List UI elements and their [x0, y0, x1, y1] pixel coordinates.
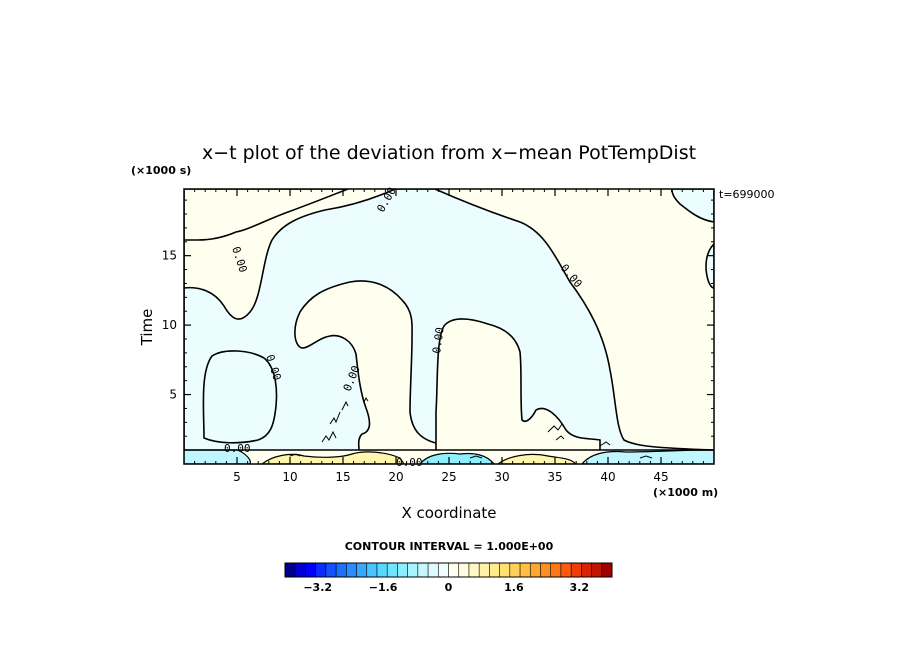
colorbar-tick-label: 3.2: [570, 581, 590, 594]
x-unit-label: (×1000 m): [653, 486, 718, 499]
negative-region-top-right: [671, 189, 714, 223]
colorbar-cell: [489, 562, 501, 578]
chart-title: x−t plot of the deviation from x−mean Po…: [202, 142, 696, 164]
colorbar-cell: [499, 562, 511, 578]
colorbar-cell: [284, 562, 296, 578]
colorbar-cell: [356, 562, 368, 578]
x-tick-label: 25: [441, 470, 456, 484]
negative-region-right-edge: [705, 242, 714, 289]
contour-label: 0.00: [396, 456, 423, 469]
colorbar-tick-label: −3.2: [303, 581, 332, 594]
x-tick-label: 20: [388, 470, 403, 484]
noise-contours: [289, 397, 653, 459]
colorbar-cell: [346, 562, 358, 578]
contour-label: 0.00: [430, 326, 447, 354]
y-tick-label: 15: [162, 249, 177, 263]
colorbar-tick-label: 0: [445, 581, 453, 594]
x-tick-label: 5: [233, 470, 241, 484]
colorbar-cell: [448, 562, 460, 578]
positive-region-top-left: [184, 189, 349, 241]
plot-area: [184, 189, 714, 464]
colorbar-cell: [458, 562, 470, 578]
colorbar-cell: [294, 562, 306, 578]
colorbar-cell: [397, 562, 409, 578]
colorbar-tick-label: 1.6: [504, 581, 524, 594]
colorbar-cell: [315, 562, 327, 578]
positive-strong-band-2: [497, 453, 577, 464]
colorbar-cell: [366, 562, 378, 578]
colorbar-cell: [417, 562, 429, 578]
colorbar-cell: [529, 562, 541, 578]
axes: 5 10 15 20 25 30 35 40 45 5 10 15: [162, 189, 714, 484]
colorbar-cell: [550, 562, 562, 578]
colorbar: −3.2 −1.6 0 1.6 3.2: [284, 562, 613, 594]
x-tick-label: 30: [494, 470, 509, 484]
x-tick-label: 10: [282, 470, 297, 484]
colorbar-tick-label: −1.6: [369, 581, 398, 594]
colorbar-cell: [581, 562, 593, 578]
y-tick-label: 5: [169, 388, 177, 402]
colorbar-cell: [325, 562, 337, 578]
positive-region-tongue: [294, 280, 441, 464]
colorbar-cell: [478, 562, 490, 578]
x-axis-title: X coordinate: [401, 504, 496, 522]
x-tick-label: 15: [335, 470, 350, 484]
contour-label: 0.00: [224, 442, 251, 455]
colorbar-cell: [437, 562, 449, 578]
colorbar-cell: [540, 562, 552, 578]
contour-interval-text: CONTOUR INTERVAL = 1.000E+00: [345, 540, 554, 553]
colorbar-cell: [570, 562, 582, 578]
colorbar-cell: [386, 562, 398, 578]
colorbar-frame: [284, 562, 613, 578]
x-tick-label: 35: [547, 470, 562, 484]
colorbar-cell: [509, 562, 521, 578]
colorbar-cell: [407, 562, 419, 578]
time-stamp-label: t=699000: [719, 188, 775, 201]
colorbar-cell: [591, 562, 603, 578]
x-tick-label: 40: [600, 470, 615, 484]
colorbar-cell: [468, 562, 480, 578]
colorbar-cell: [519, 562, 531, 578]
y-tick-label: 10: [162, 318, 177, 332]
colorbar-cell: [560, 562, 572, 578]
y-unit-label: (×1000 s): [131, 164, 191, 177]
colorbar-cell: [601, 562, 613, 578]
colorbar-cell: [427, 562, 439, 578]
x-tick-label: 45: [653, 470, 668, 484]
colorbar-cell: [376, 562, 388, 578]
negative-region-left-oval: [202, 350, 278, 444]
colorbar-cell: [335, 562, 347, 578]
colorbar-cell: [305, 562, 317, 578]
y-axis-title: Time: [138, 309, 156, 347]
